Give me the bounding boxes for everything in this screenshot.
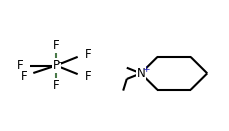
Text: F: F xyxy=(17,59,24,72)
Text: P: P xyxy=(53,59,60,72)
Text: −: − xyxy=(57,57,65,66)
Text: F: F xyxy=(85,70,91,83)
Text: F: F xyxy=(53,39,59,52)
Text: F: F xyxy=(21,70,27,83)
Text: F: F xyxy=(85,48,91,61)
Text: F: F xyxy=(53,79,59,92)
Text: +: + xyxy=(142,65,150,74)
Text: N: N xyxy=(136,67,145,80)
